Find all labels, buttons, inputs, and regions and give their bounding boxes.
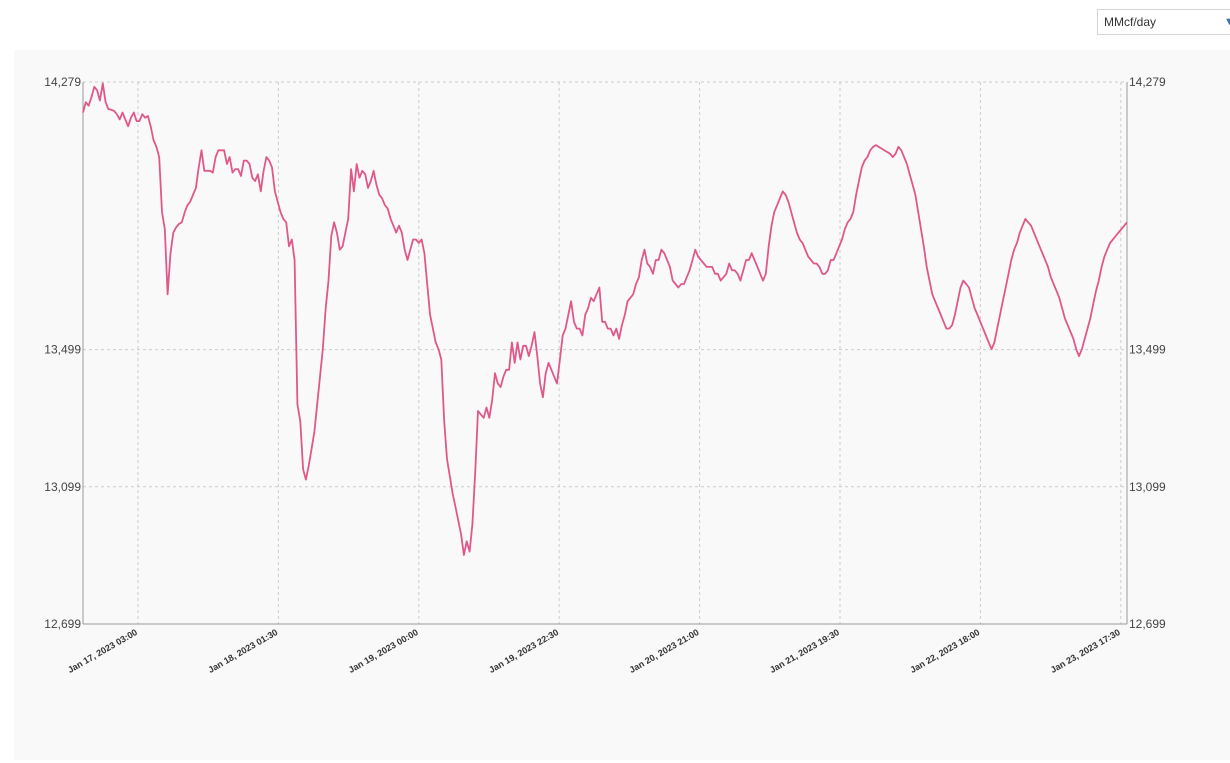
chevron-down-icon: ▼ — [1224, 16, 1230, 28]
y-tick-label-right: 13,099 — [1129, 480, 1166, 494]
x-tick-label: Jan 19, 2023 22:30 — [487, 627, 560, 675]
y-tick-label-right: 14,279 — [1129, 75, 1166, 89]
line-chart: 12,699 12,699 13,099 13,099 13,499 13,499 14,2… — [44, 75, 1166, 675]
x-tick-label: Jan 23, 2023 17:30 — [1049, 627, 1122, 675]
x-tick-label: Jan 21, 2023 19:30 — [768, 627, 841, 675]
y-tick-label-left: 12,699 — [44, 617, 81, 631]
x-tick-label: Jan 22, 2023 18:00 — [908, 627, 981, 675]
y-tick-label-left: 13,499 — [44, 343, 81, 357]
x-tick-label: Jan 18, 2023 01:30 — [206, 627, 279, 675]
y-tick-label-left: 14,279 — [44, 75, 81, 89]
x-tick-label: Jan 20, 2023 21:00 — [628, 627, 701, 675]
x-tick-label: Jan 17, 2023 03:00 — [66, 627, 139, 675]
y-tick-label-right: 12,699 — [1129, 617, 1166, 631]
y-tick-label-right: 13,499 — [1129, 343, 1166, 357]
unit-select[interactable]: MMcf/day ▼ — [1097, 9, 1230, 35]
x-tick-label: Jan 19, 2023 00:00 — [347, 627, 420, 675]
y-tick-label-left: 13,099 — [44, 480, 81, 494]
series-line — [82, 82, 1128, 556]
unit-select-value: MMcf/day — [1104, 15, 1157, 29]
chart-panel: 12,699 12,699 13,099 13,099 13,499 13,499 14,2… — [14, 50, 1230, 760]
